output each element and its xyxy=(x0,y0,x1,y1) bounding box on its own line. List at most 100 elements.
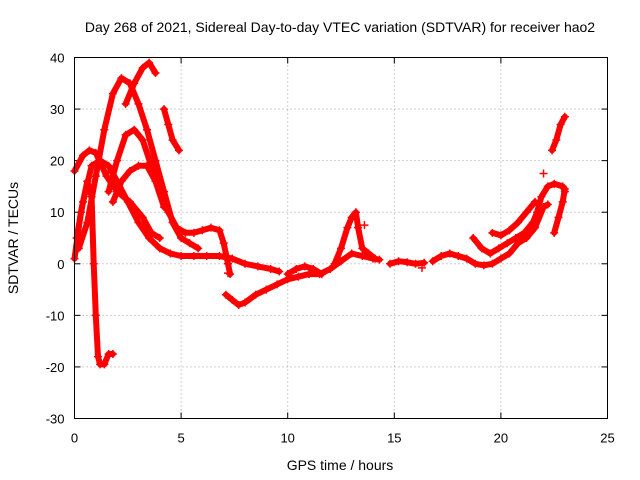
data-point xyxy=(294,272,303,281)
data-point xyxy=(505,226,514,235)
y-tick-label: -10 xyxy=(46,308,65,323)
data-point xyxy=(528,218,537,227)
data-point xyxy=(224,269,233,278)
plot-frame xyxy=(74,57,608,419)
data-point xyxy=(100,125,109,134)
data-point xyxy=(72,234,81,242)
data-point xyxy=(168,136,177,145)
data-point xyxy=(155,234,164,242)
series-track-a xyxy=(70,177,117,369)
data-point xyxy=(185,239,194,248)
data-point xyxy=(292,264,301,273)
data-point xyxy=(206,223,215,232)
data-point xyxy=(189,252,198,261)
data-point xyxy=(117,74,126,83)
data-point xyxy=(130,79,139,88)
data-series xyxy=(70,58,569,369)
data-point xyxy=(403,258,412,267)
series-track-l xyxy=(386,257,429,268)
data-point xyxy=(351,208,360,217)
data-point xyxy=(503,239,512,248)
series-line xyxy=(222,250,383,308)
data-point xyxy=(121,99,130,108)
data-point xyxy=(543,182,552,191)
data-point xyxy=(531,197,540,206)
data-point xyxy=(87,161,96,170)
data-point xyxy=(79,197,88,206)
data-point xyxy=(300,262,309,271)
data-point xyxy=(85,146,94,155)
data-point xyxy=(134,161,143,170)
data-point xyxy=(228,295,237,304)
data-point xyxy=(522,208,531,217)
data-point xyxy=(155,244,164,253)
data-point xyxy=(241,298,250,307)
series-track-p xyxy=(550,185,569,237)
data-point xyxy=(537,192,546,201)
data-point xyxy=(125,166,134,175)
data-point xyxy=(79,151,88,160)
series-line xyxy=(551,186,568,236)
data-point xyxy=(89,259,98,268)
data-point xyxy=(138,213,147,222)
data-point xyxy=(151,177,160,186)
data-point xyxy=(437,252,446,261)
series-track-g xyxy=(121,58,160,108)
data-point xyxy=(177,234,186,242)
series-track-m xyxy=(428,200,552,270)
x-tick-label: 0 xyxy=(71,431,78,446)
data-point xyxy=(420,258,429,267)
data-point xyxy=(558,197,567,206)
data-point xyxy=(134,99,143,108)
data-point xyxy=(486,249,495,258)
data-point xyxy=(83,218,92,227)
y-tick-label: 30 xyxy=(50,102,64,117)
data-point xyxy=(411,259,420,268)
data-point xyxy=(123,197,132,206)
series-track-q xyxy=(548,112,569,155)
chart-title: Day 268 of 2021, Sidereal Day-to-day VTE… xyxy=(85,19,595,35)
data-point xyxy=(533,208,542,217)
data-point xyxy=(202,252,211,261)
data-point xyxy=(428,257,437,266)
y-tick-label: 10 xyxy=(50,205,64,220)
data-point xyxy=(117,177,126,186)
data-point xyxy=(166,249,175,258)
data-point xyxy=(494,244,503,253)
data-point xyxy=(104,187,113,196)
data-point xyxy=(145,58,154,67)
data-point xyxy=(471,259,480,268)
x-tick-labels: 0 5 10 15 20 25 xyxy=(71,431,615,446)
data-point xyxy=(560,112,569,121)
data-point xyxy=(102,172,111,181)
data-point xyxy=(386,259,395,268)
series-track-k xyxy=(330,208,380,268)
data-point xyxy=(160,203,169,212)
data-point xyxy=(234,301,243,310)
data-point xyxy=(513,218,522,227)
data-point xyxy=(266,264,275,273)
data-point xyxy=(552,136,561,145)
y-tick-label: 20 xyxy=(50,154,64,169)
data-point xyxy=(194,244,203,253)
series-track-o xyxy=(488,197,540,240)
series-track-j xyxy=(283,262,326,279)
data-point xyxy=(151,68,160,77)
series-track-r xyxy=(104,166,548,278)
data-point xyxy=(108,197,117,206)
data-point xyxy=(488,228,497,237)
data-point xyxy=(496,231,505,240)
data-point xyxy=(262,285,271,294)
data-point xyxy=(548,146,557,155)
data-point xyxy=(347,213,356,222)
data-point xyxy=(100,360,109,369)
data-point xyxy=(253,262,262,271)
y-tick-labels: -30 -20 -10 0 10 20 30 40 xyxy=(46,51,65,427)
data-point xyxy=(275,267,284,276)
data-point xyxy=(305,270,314,279)
data-point xyxy=(354,223,363,232)
series-track-i xyxy=(221,249,384,310)
data-point xyxy=(309,264,318,273)
y-tick-label: -20 xyxy=(46,360,65,375)
